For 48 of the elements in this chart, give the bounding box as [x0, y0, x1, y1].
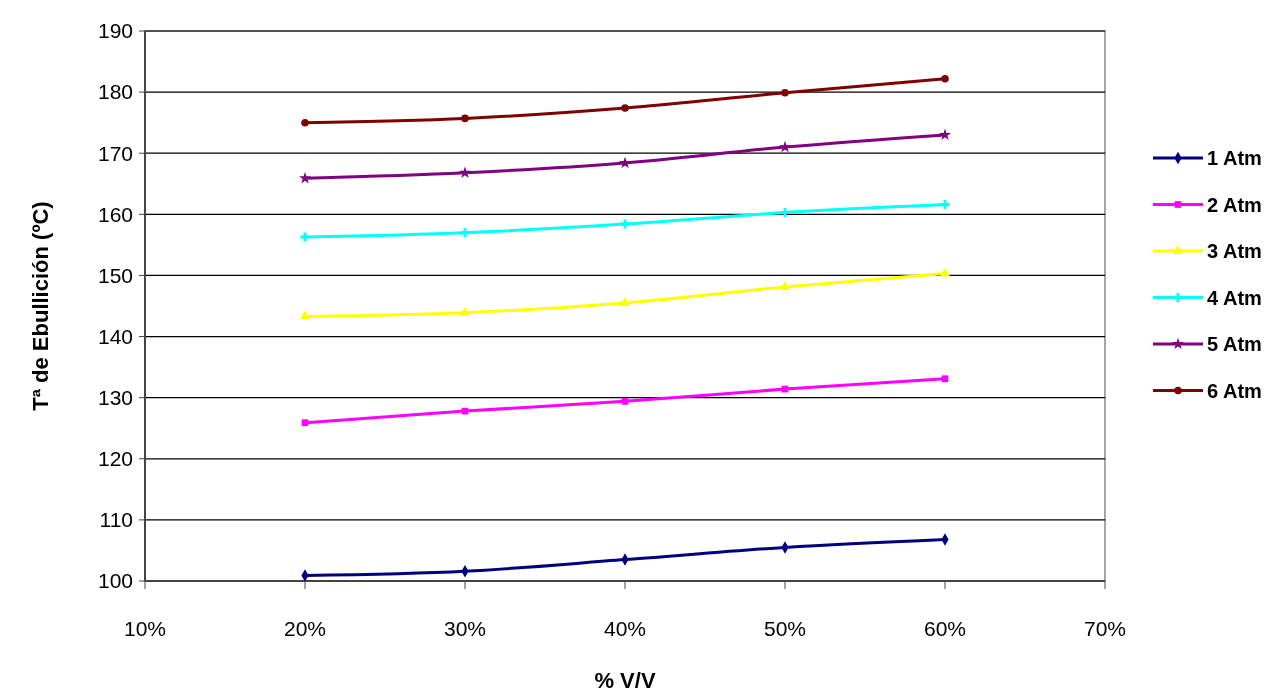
point: [301, 419, 309, 427]
point: [461, 114, 469, 123]
y-tick-label: 120: [97, 447, 133, 471]
x-tick-label: 70%: [1083, 617, 1127, 640]
y-axis-title: Tª de Ebullición (ºC): [28, 201, 53, 411]
point: [299, 310, 311, 320]
point: [938, 128, 952, 141]
y-tick-label: 100: [97, 569, 133, 593]
point: [939, 267, 951, 277]
x-tick-label: 50%: [763, 617, 807, 640]
y-tick-label: 170: [97, 141, 133, 165]
x-tick-label: 60%: [923, 617, 967, 640]
legend-label: 4 Atm: [1207, 286, 1262, 309]
y-tick-label: 130: [97, 386, 133, 410]
y-tick-label: 190: [97, 19, 133, 43]
point: [619, 297, 631, 306]
point: [780, 208, 790, 217]
point: [621, 397, 629, 405]
point: [779, 281, 791, 290]
point: [941, 375, 949, 383]
point: [620, 219, 630, 229]
y-tick-label: 140: [97, 324, 133, 348]
x-axis-title: % V/V: [594, 668, 656, 693]
point: [941, 74, 949, 83]
x-tick-label: 30%: [443, 617, 487, 640]
point: [618, 156, 632, 169]
point: [298, 171, 312, 184]
point: [460, 228, 470, 238]
point: [458, 166, 472, 178]
point: [459, 306, 471, 316]
point: [940, 200, 950, 210]
legend-label: 3 Atm: [1207, 240, 1262, 262]
point: [781, 88, 789, 97]
legend-label: 2 Atm: [1207, 193, 1262, 216]
legend-label: 1 Atm: [1207, 147, 1262, 169]
point: [621, 104, 629, 112]
y-tick-label: 160: [97, 202, 133, 226]
y-tick-label: 150: [97, 263, 133, 287]
legend-label: 5 Atm: [1207, 333, 1262, 355]
x-tick-label: 10%: [123, 617, 167, 640]
point: [301, 118, 309, 127]
x-tick-label: 20%: [283, 617, 327, 640]
point: [778, 140, 792, 153]
y-tick-label: 180: [97, 80, 133, 104]
y-tick-label: 110: [99, 508, 133, 532]
legend-label: 6 Atm: [1207, 379, 1262, 402]
x-tick-label: 40%: [603, 617, 647, 640]
point: [300, 232, 310, 242]
